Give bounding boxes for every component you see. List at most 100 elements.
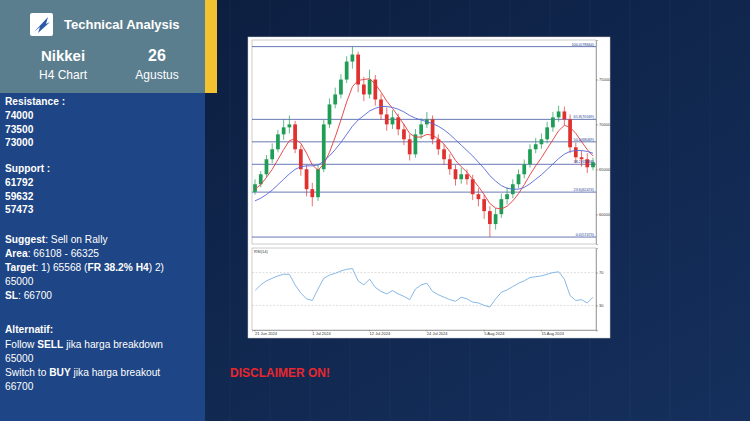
tick: 75000 [596, 77, 611, 82]
candle-body [448, 159, 452, 169]
tick-label: 15 Aug 2024 [541, 331, 564, 336]
tick-label: 24 Jul 2024 [427, 331, 448, 336]
logo [30, 13, 53, 36]
text-line: SL: 66700 [5, 290, 52, 301]
tick: 15 Aug 2024 [541, 330, 564, 336]
header-accent [205, 0, 217, 93]
text-line: Follow SELL jika harga breakdown [5, 339, 163, 350]
candle-body [505, 194, 509, 199]
support-value: 57473 [5, 204, 34, 215]
fib-label: 0.0(57473) [576, 233, 595, 237]
candle-body [385, 114, 389, 124]
tick-label: 30 [599, 303, 604, 308]
candle-body [293, 124, 297, 149]
tick-mark [596, 169, 598, 170]
candle-body [351, 55, 355, 62]
candle-body [282, 127, 286, 134]
candle-body [328, 104, 332, 124]
text-line: 65000 [5, 353, 34, 364]
candle-body [574, 147, 578, 157]
candle-body [528, 149, 532, 164]
tick-label: 5 Aug 2024 [484, 331, 505, 336]
tick-label: 75000 [599, 77, 611, 82]
candle-body [362, 84, 366, 94]
grid-line [252, 305, 596, 306]
fib-label: 38.2(65568) [574, 160, 595, 164]
candle-body [562, 111, 566, 119]
y-axis: 60000650007000075000 [596, 41, 611, 245]
fib-line [252, 192, 596, 193]
background [0, 0, 750, 421]
candle-body [270, 149, 274, 159]
candle-body [333, 94, 337, 104]
header-box [0, 0, 205, 93]
fib-label: 61.8(70569) [574, 115, 595, 119]
instrument: Nikkei [41, 47, 85, 64]
tick: 1 Jul 2024 [312, 330, 331, 336]
text-segment: Target [5, 262, 36, 273]
text-segment: SL [5, 290, 18, 301]
axis-line [597, 249, 599, 331]
text-segment: 65000 [5, 276, 34, 287]
fib-label: 23.6(62474) [574, 188, 595, 192]
moving-average [255, 107, 593, 201]
price-marks [252, 47, 596, 237]
tick-label: 1 Jul 2024 [312, 331, 331, 336]
tick: 21 Jun 2024 [255, 330, 278, 336]
left-panel [0, 0, 205, 421]
candle-body [499, 199, 503, 214]
background-line [670, 0, 671, 421]
text-segment: : 1) 65568 ( [35, 262, 88, 273]
text-line: 66700 [5, 381, 34, 392]
candle-body [477, 194, 481, 199]
candle-body [442, 149, 446, 159]
candle-body [288, 124, 292, 127]
tick-label: 21 Jun 2024 [255, 331, 278, 336]
text-line: Target: 1) 65568 (FR 38.2% H4) 2) [5, 262, 164, 273]
plot-frame [252, 40, 596, 244]
candle-body [494, 214, 498, 224]
text-line: Suggest: Sell on Rally [5, 234, 108, 245]
tick-mark [596, 214, 598, 215]
text-segment: : 66700 [18, 290, 52, 301]
resistance-value: 73500 [5, 124, 34, 135]
text-line: Area: 66108 - 66325 [5, 248, 99, 259]
candle-body [408, 139, 412, 154]
tick-label: 70000 [599, 122, 611, 127]
background-line [710, 0, 711, 421]
text-segment: Area [5, 248, 28, 259]
candle-body [580, 157, 584, 159]
background-line [630, 0, 631, 421]
candle-body [551, 117, 555, 127]
candle-body [402, 129, 406, 139]
text-line: 65000 [5, 276, 34, 287]
fib-line [252, 164, 596, 165]
tick: 60000 [596, 212, 611, 217]
header-title: Technical Analysis [64, 17, 180, 32]
rsi-marks [255, 269, 593, 308]
timeframe: H4 Chart [39, 68, 88, 82]
candle-body [517, 174, 521, 184]
tick-mark [596, 305, 598, 306]
candle-body [265, 159, 269, 174]
candle-body [454, 169, 458, 179]
candle-body [310, 189, 314, 197]
support-label: Support : [5, 163, 50, 174]
text-segment: BUY [49, 367, 71, 378]
text-segment: 66700 [5, 381, 34, 392]
chart-title: RSI(14) [254, 249, 268, 254]
tick: 5 Aug 2024 [484, 330, 505, 336]
axis-line [597, 41, 599, 245]
logo-box [30, 13, 53, 36]
support-value: 59632 [5, 191, 34, 202]
tick-label: 70 [599, 270, 604, 275]
resistance-value: 74000 [5, 110, 34, 121]
candle-body [540, 139, 544, 144]
candle-body [557, 111, 561, 117]
text-segment: jika harga breakout [71, 367, 161, 378]
candle-body [568, 119, 572, 147]
rsi-chart: RSI(14) 30 70 21 Jun 2024 1 Jul 2024 12 Jul 2… [252, 248, 604, 336]
tick-label: 12 Jul 2024 [370, 331, 391, 336]
candle-body [436, 139, 440, 149]
fib-label: 50.0(68069) [574, 138, 595, 142]
